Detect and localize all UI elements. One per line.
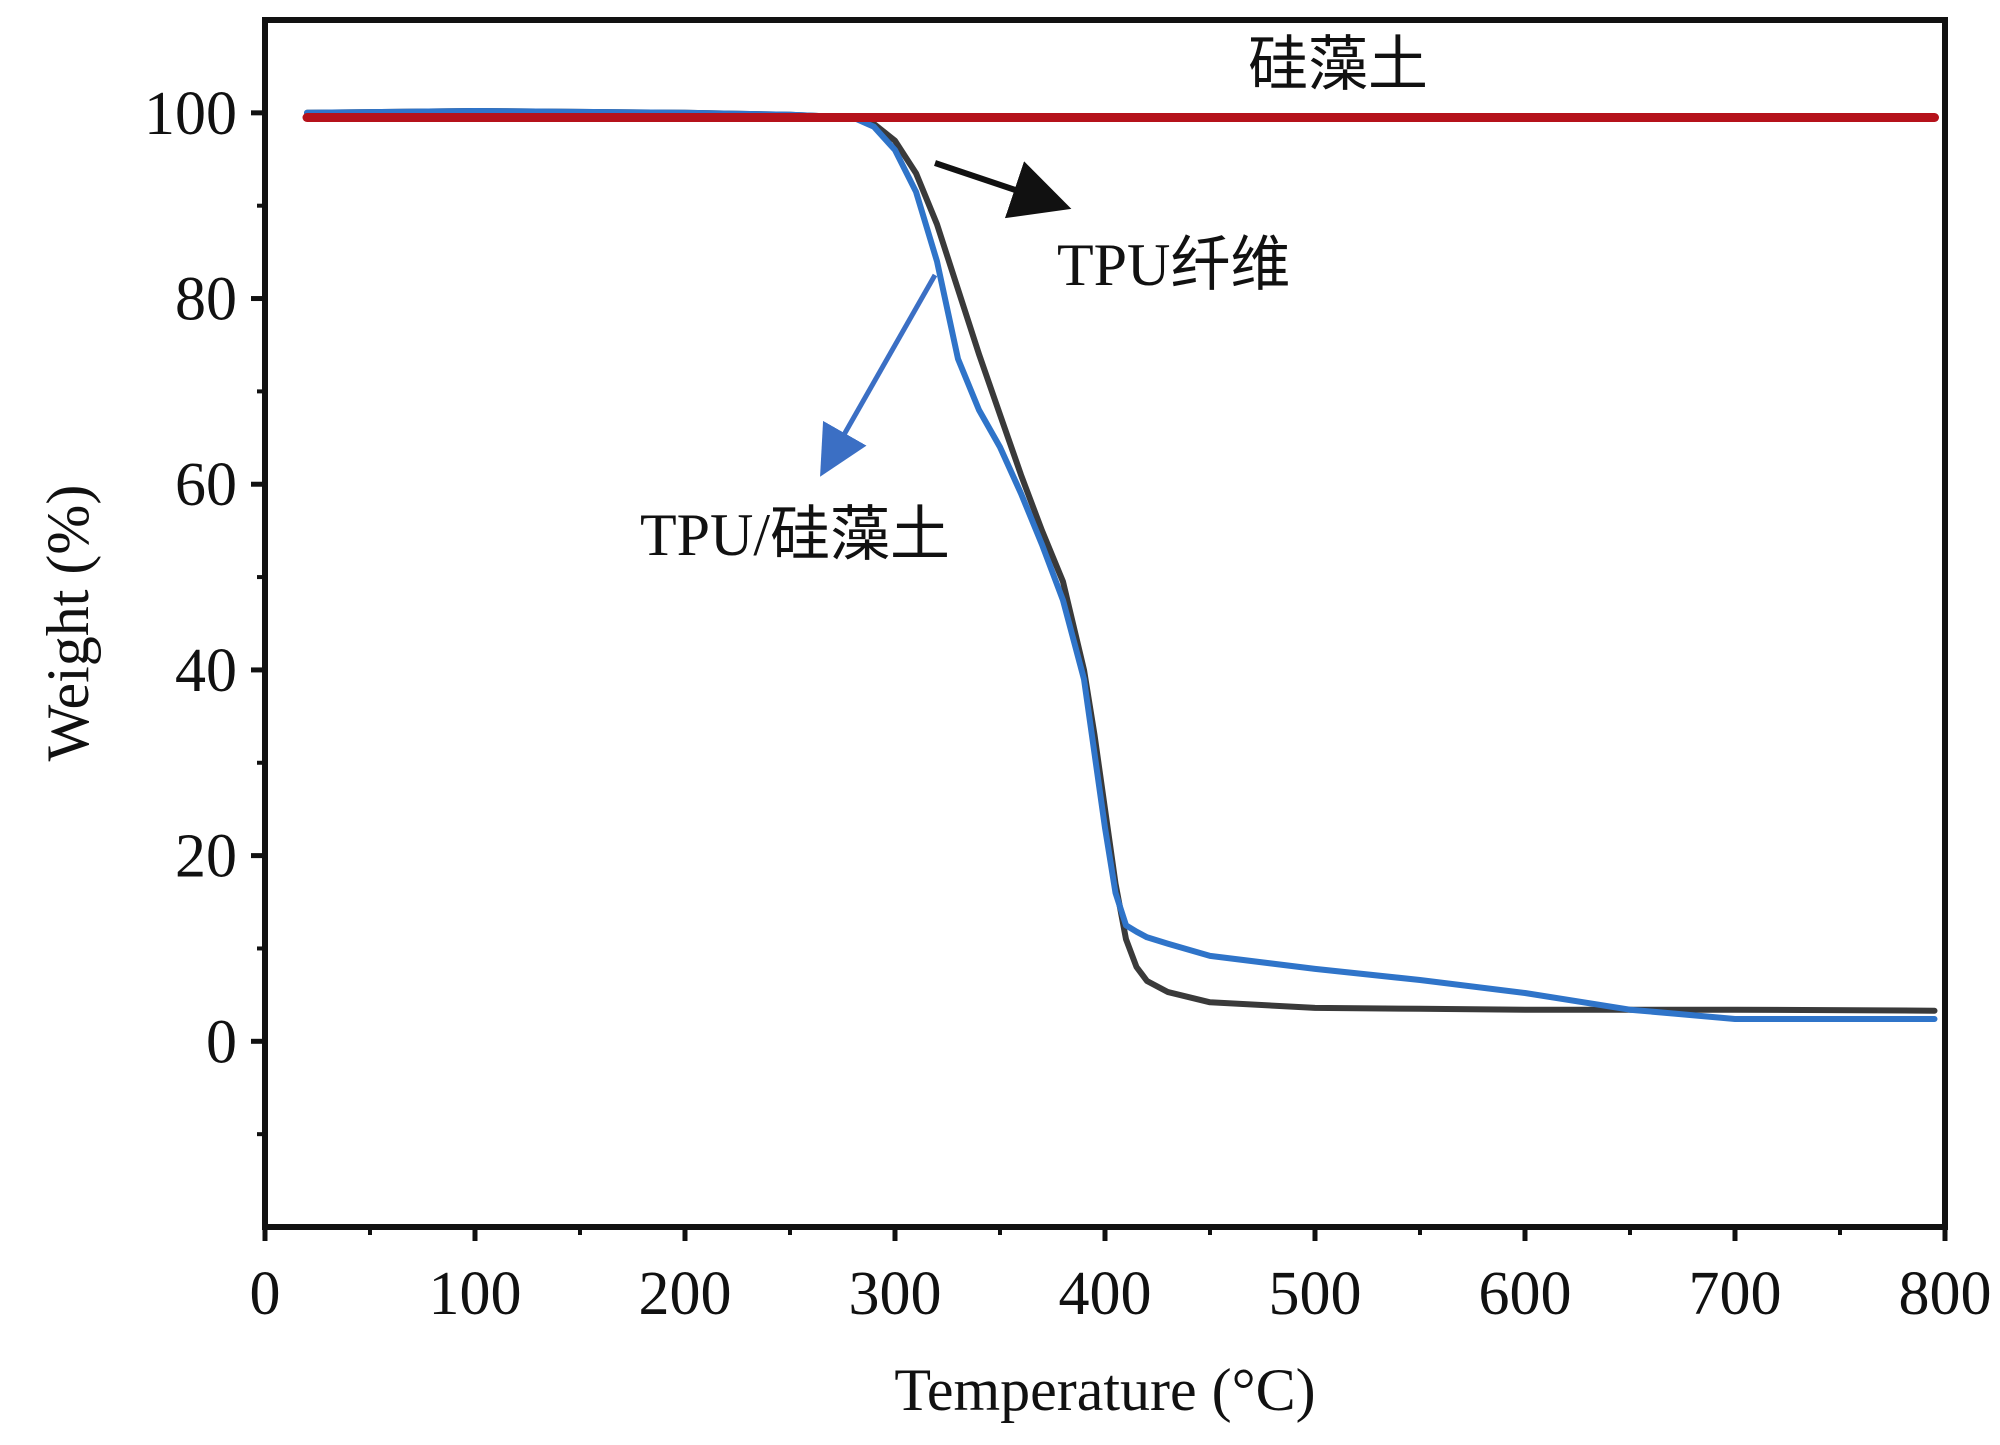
tpu-diatomite-arrow	[820, 273, 938, 477]
y-tick-label: 20	[175, 823, 237, 891]
y-axis-title: Weight (%)	[35, 485, 101, 762]
x-tick-label: 300	[849, 1260, 942, 1328]
x-tick-label: 700	[1689, 1260, 1782, 1328]
axis-ticks	[251, 110, 1948, 1241]
plot-frame	[262, 17, 1948, 1230]
x-tick-label: 100	[429, 1260, 522, 1328]
series-layer	[302, 108, 1939, 1022]
annotation-diatomite: 硅藻土	[1248, 32, 1428, 98]
y-tick-label: 40	[175, 637, 237, 705]
y-tick-label: 0	[206, 1008, 237, 1076]
x-tick-label: 800	[1899, 1260, 1992, 1328]
x-axis-title: Temperature (°C)	[894, 1357, 1315, 1423]
x-tick-label: 200	[639, 1260, 732, 1328]
annotation-tpu-diatomite: TPU/硅藻土	[640, 502, 950, 568]
axis-tick-labels: 0 100 200 300 400 500 600 700 800 0 20 40 60 80 100	[144, 80, 1992, 1328]
y-tick-label: 100	[144, 80, 237, 148]
annotation-tpu-fiber: TPU纤维	[1057, 232, 1290, 298]
series-line-tpu-diatomite	[304, 108, 1938, 1022]
x-tick-label: 500	[1269, 1260, 1362, 1328]
tpu-fiber-arrow	[934, 160, 1072, 219]
y-tick-label: 60	[175, 451, 237, 519]
y-tick-label: 80	[175, 266, 237, 334]
x-tick-label: 400	[1059, 1260, 1152, 1328]
x-tick-label: 600	[1479, 1260, 1572, 1328]
x-tick-label: 0	[250, 1260, 281, 1328]
